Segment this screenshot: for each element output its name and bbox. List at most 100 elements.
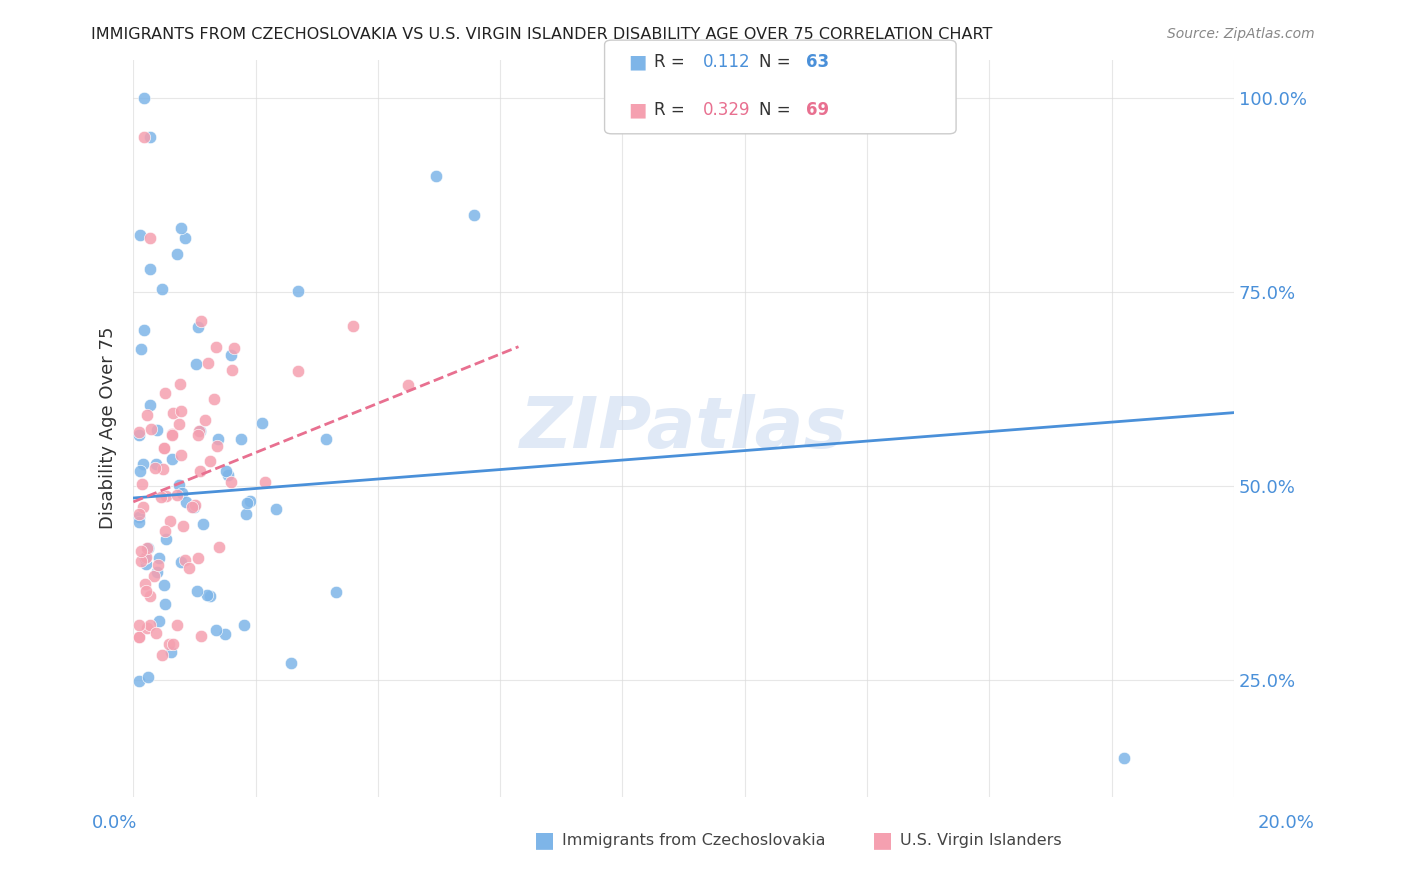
Point (153, 441, 176, 455)
Point (207, 433, 229, 447)
Text: R =: R = (654, 54, 690, 71)
Point (235, 507, 257, 521)
Point (150, 648, 173, 662)
Point (253, 475, 276, 489)
Point (160, 427, 183, 442)
Point (250, 416, 273, 430)
Text: 20.0%: 20.0% (1258, 814, 1315, 831)
Point (149, 490, 172, 504)
Point (157, 637, 180, 651)
Point (190, 314, 212, 328)
Point (128, 630, 150, 644)
Text: IMMIGRANTS FROM CZECHOSLOVAKIA VS U.S. VIRGIN ISLANDER DISABILITY AGE OVER 75 CO: IMMIGRANTS FROM CZECHOSLOVAKIA VS U.S. V… (91, 27, 993, 42)
Point (287, 364, 309, 378)
Point (159, 514, 181, 528)
Text: Source: ZipAtlas.com: Source: ZipAtlas.com (1167, 27, 1315, 41)
Point (143, 569, 166, 583)
Point (160, 452, 183, 467)
Point (198, 589, 221, 603)
Point (170, 486, 193, 500)
Point (425, 169, 447, 183)
Point (205, 439, 228, 453)
Text: ■: ■ (534, 830, 555, 850)
Text: ■: ■ (628, 53, 647, 72)
Point (174, 230, 197, 244)
Point (131, 476, 153, 491)
Point (153, 524, 176, 539)
Point (155, 597, 177, 611)
Point (128, 507, 150, 521)
Text: 69: 69 (806, 101, 828, 119)
Point (155, 533, 177, 547)
Point (167, 417, 190, 432)
Point (200, 454, 222, 468)
Point (191, 516, 214, 531)
Point (128, 425, 150, 440)
Point (179, 561, 201, 575)
Point (172, 519, 194, 533)
Point (166, 617, 188, 632)
Point (170, 221, 193, 235)
Point (463, 208, 485, 222)
Point (162, 406, 184, 420)
Point (136, 541, 159, 555)
Point (132, 457, 155, 471)
Text: R =: R = (654, 101, 690, 119)
Point (135, 583, 157, 598)
Point (146, 558, 169, 573)
Point (139, 130, 162, 145)
Point (170, 403, 193, 417)
Text: N =: N = (759, 101, 796, 119)
Point (145, 626, 167, 640)
Point (148, 550, 170, 565)
Text: N =: N = (759, 54, 796, 71)
Point (398, 377, 420, 392)
Point (170, 555, 193, 569)
Point (183, 498, 205, 512)
Point (135, 622, 157, 636)
Point (162, 637, 184, 651)
Point (145, 457, 167, 471)
Point (208, 540, 231, 554)
Point (315, 432, 337, 446)
Text: ■: ■ (872, 830, 893, 850)
Point (217, 468, 239, 483)
Point (287, 285, 309, 299)
Point (264, 501, 287, 516)
Point (186, 583, 208, 598)
Point (221, 363, 243, 377)
Text: U.S. Virgin Islanders: U.S. Virgin Islanders (900, 833, 1062, 847)
Point (138, 617, 160, 632)
Point (160, 644, 183, 658)
Point (145, 461, 167, 475)
Point (139, 398, 162, 412)
Point (146, 423, 169, 437)
Point (128, 673, 150, 688)
Point (148, 614, 170, 628)
Point (188, 425, 211, 439)
Point (195, 588, 218, 602)
Point (129, 543, 152, 558)
Point (197, 355, 219, 369)
Point (132, 500, 155, 514)
Point (222, 342, 245, 356)
Point (139, 262, 162, 277)
Point (187, 428, 209, 442)
Point (134, 91, 156, 105)
Point (174, 552, 197, 566)
Point (325, 584, 347, 599)
Text: 63: 63 (806, 54, 828, 71)
Point (128, 464, 150, 478)
Point (166, 246, 188, 260)
Point (150, 282, 173, 296)
Point (236, 496, 259, 510)
Point (139, 231, 162, 245)
Point (183, 500, 205, 514)
Point (128, 509, 150, 524)
Point (136, 670, 159, 684)
Point (136, 541, 159, 555)
Point (231, 433, 253, 447)
Text: 0.329: 0.329 (703, 101, 751, 119)
Point (135, 549, 157, 564)
Text: ■: ■ (628, 100, 647, 120)
